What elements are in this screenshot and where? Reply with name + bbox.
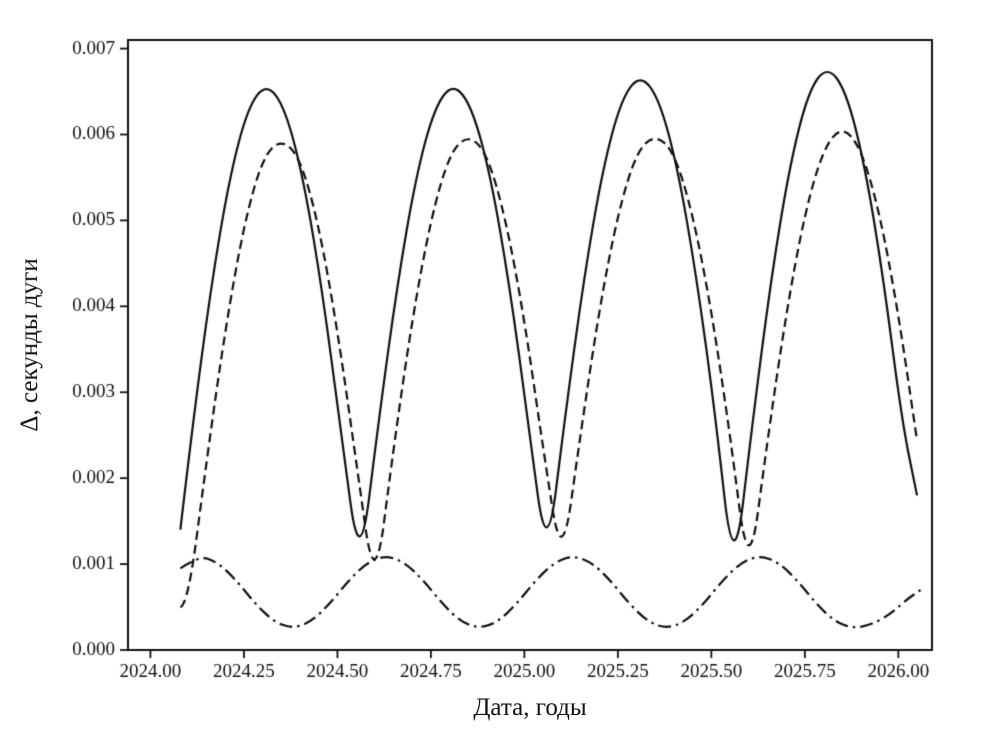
x-axis-label: Дата, годы	[473, 694, 587, 721]
y-axis-label: Δ, секунды дуги	[16, 258, 43, 432]
